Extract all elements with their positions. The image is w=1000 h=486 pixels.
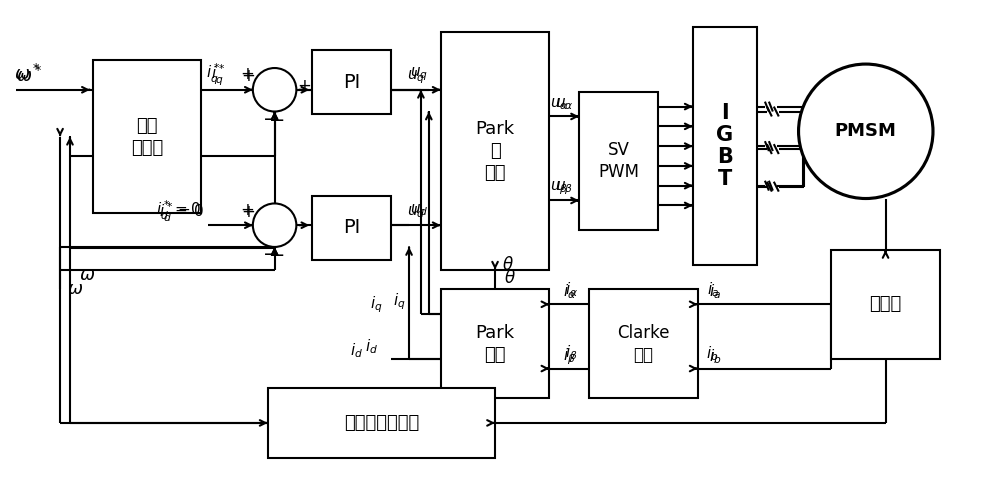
Text: $\omega$: $\omega$ (67, 280, 83, 298)
Bar (93, 60, 201, 213)
Text: $u_\alpha$: $u_\alpha$ (550, 97, 569, 112)
Text: $i_d^*=0$: $i_d^*=0$ (156, 199, 201, 222)
Text: $\theta$: $\theta$ (502, 256, 514, 274)
Text: $u_q$: $u_q$ (410, 65, 428, 83)
Text: SV: SV (608, 141, 630, 159)
Text: 逆: 逆 (490, 142, 500, 160)
Text: $\theta$: $\theta$ (504, 269, 516, 287)
Text: +: + (297, 77, 311, 95)
Text: PI: PI (343, 218, 360, 237)
Text: B: B (717, 147, 733, 167)
Text: $i_q$: $i_q$ (370, 294, 383, 314)
Text: G: G (716, 125, 733, 145)
Bar (268, 388, 495, 457)
Text: 速度和角度计算: 速度和角度计算 (344, 414, 419, 432)
Bar (693, 28, 757, 265)
Bar (589, 290, 698, 398)
Circle shape (799, 64, 933, 198)
Text: $i_d^*=0$: $i_d^*=0$ (159, 201, 204, 224)
Text: $i_\alpha$: $i_\alpha$ (563, 282, 576, 301)
Text: $u_\beta$: $u_\beta$ (555, 180, 573, 197)
Text: 复合: 复合 (136, 117, 158, 135)
Text: 变换: 变换 (484, 164, 506, 182)
Text: −: − (262, 245, 279, 264)
Text: +: + (241, 203, 255, 221)
Circle shape (253, 68, 296, 111)
Bar (312, 195, 391, 260)
Bar (831, 250, 940, 359)
Bar (579, 92, 658, 230)
Text: $\omega$: $\omega$ (79, 266, 95, 284)
Circle shape (253, 204, 296, 247)
Text: Clarke: Clarke (617, 324, 670, 342)
Bar (312, 50, 391, 115)
Text: $u_\beta$: $u_\beta$ (550, 180, 568, 197)
Text: $u_\alpha$: $u_\alpha$ (555, 97, 574, 112)
Text: $u_q$: $u_q$ (407, 68, 425, 86)
Text: $i_\alpha$: $i_\alpha$ (565, 280, 578, 299)
Text: $i_\beta$: $i_\beta$ (563, 347, 576, 367)
Text: $i_q^*$: $i_q^*$ (211, 63, 226, 88)
Text: $i_d$: $i_d$ (350, 341, 363, 360)
Text: +: + (241, 67, 255, 85)
Bar (441, 33, 549, 270)
Text: $i_\beta$: $i_\beta$ (565, 344, 578, 364)
Text: Park: Park (475, 121, 515, 139)
Text: $i_b$: $i_b$ (706, 345, 719, 363)
Text: $i_a$: $i_a$ (707, 280, 719, 299)
Text: PI: PI (343, 73, 360, 92)
Text: +: + (240, 65, 254, 83)
Text: $i_d$: $i_d$ (365, 337, 378, 356)
Bar (441, 290, 549, 398)
Text: 编码器: 编码器 (869, 295, 902, 313)
Text: $i_q^*$: $i_q^*$ (206, 61, 221, 87)
Text: $u_d$: $u_d$ (407, 205, 425, 220)
Text: −: − (269, 111, 286, 130)
Text: T: T (718, 169, 732, 189)
Text: $i_b$: $i_b$ (709, 347, 722, 366)
Text: +: + (240, 201, 254, 219)
Text: −: − (262, 110, 279, 129)
Text: PWM: PWM (598, 163, 639, 181)
Text: $\omega^*$: $\omega^*$ (14, 64, 41, 84)
Text: −: − (269, 246, 286, 265)
Text: $\omega^*$: $\omega^*$ (16, 66, 43, 86)
Text: 控制器: 控制器 (131, 139, 163, 156)
Text: I: I (721, 104, 729, 123)
Text: 变换: 变换 (484, 346, 506, 364)
Text: $i_q$: $i_q$ (393, 291, 405, 312)
Text: $i_a$: $i_a$ (709, 282, 722, 301)
Text: $u_d$: $u_d$ (410, 203, 428, 218)
Text: 变换: 变换 (633, 346, 653, 364)
Text: PMSM: PMSM (835, 122, 897, 140)
Text: Park: Park (475, 324, 515, 342)
